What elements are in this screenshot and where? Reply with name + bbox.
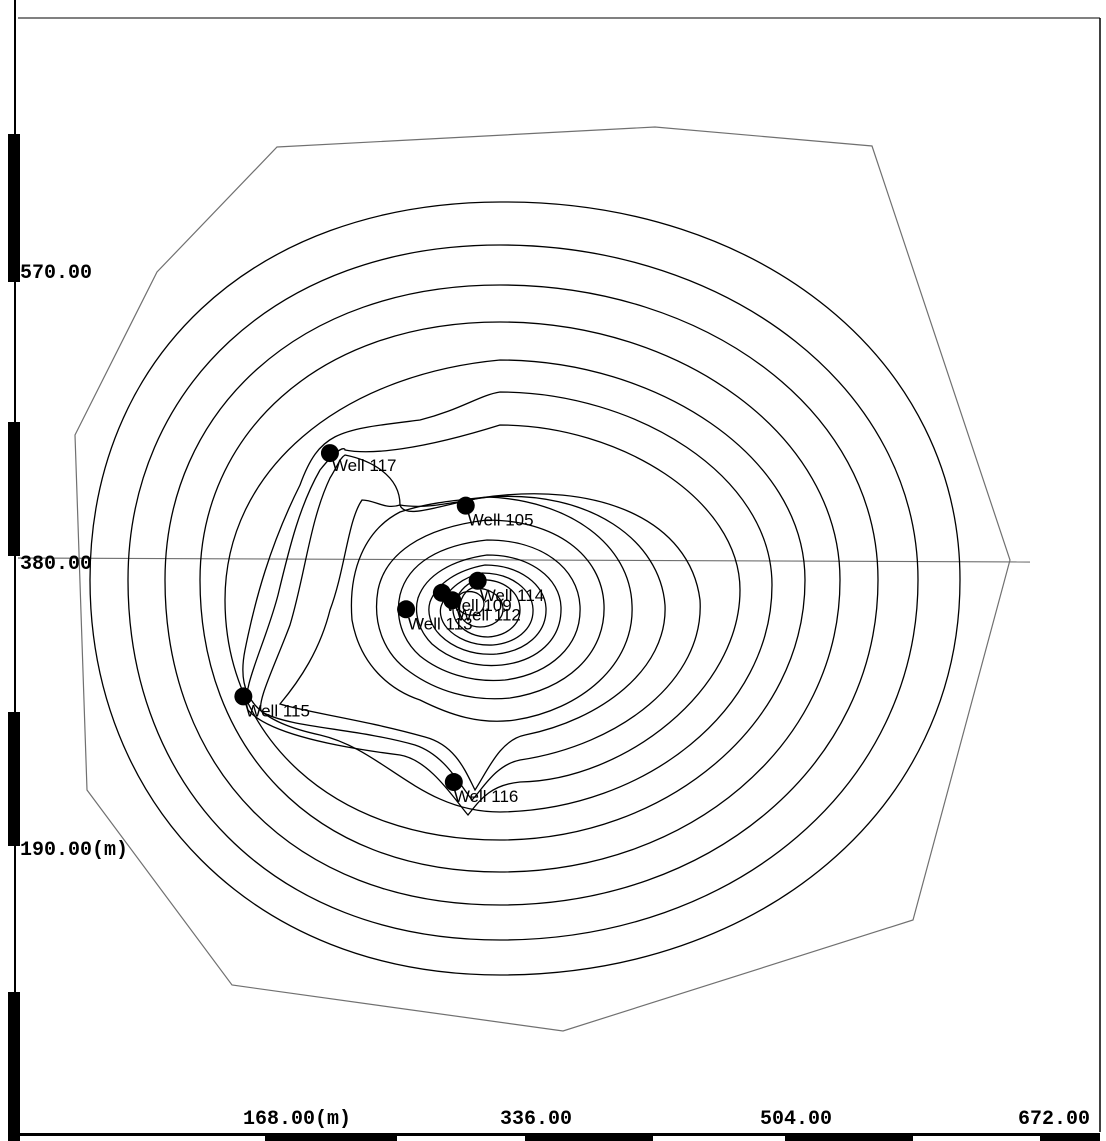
well-well-112[interactable]: Well 112 — [443, 591, 521, 624]
reference-line — [17, 557, 1031, 563]
y-tick-label-190: 190.00(m) — [20, 839, 128, 862]
well-label: Well 114 — [480, 586, 545, 605]
x-axis: 168.00(m) 336.00 504.00 672.00 — [243, 1108, 1090, 1131]
well-label: Well 113 — [408, 614, 473, 633]
bottom-scale-bar — [18, 1133, 1100, 1141]
y-axis: 570.00 380.00 190.00(m) — [20, 262, 128, 862]
contour-line — [164, 284, 879, 906]
well-well-109[interactable]: Well 109 — [432, 583, 512, 615]
well-marker[interactable] — [234, 687, 253, 706]
well-marker[interactable] — [397, 600, 416, 619]
x-tick-label-336: 336.00 — [500, 1108, 572, 1131]
well-label: Well 105 — [468, 511, 534, 530]
contour-line — [127, 244, 919, 941]
well-marker[interactable] — [444, 773, 463, 792]
left-scale-bar — [8, 134, 20, 1141]
y-tick-label-570: 570.00 — [20, 262, 92, 285]
contour-line — [375, 519, 605, 700]
x-tick-label-672: 672.00 — [1018, 1108, 1090, 1131]
well-well-115[interactable]: Well 115 — [234, 687, 310, 720]
y-tick-label-380: 380.00 — [20, 553, 92, 576]
well-well-116[interactable]: Well 116 — [444, 773, 519, 806]
well-marker[interactable] — [456, 496, 475, 515]
well-well-105[interactable]: Well 105 — [456, 496, 534, 530]
well-marker[interactable] — [320, 444, 339, 463]
well-well-113[interactable]: Well 113 — [397, 600, 473, 633]
contour-line — [224, 359, 806, 841]
x-tick-label-168: 168.00(m) — [243, 1108, 351, 1131]
x-tick-label-504: 504.00 — [760, 1108, 832, 1131]
contour-line — [199, 321, 841, 873]
contour-line — [428, 564, 547, 655]
well-label: Well 109 — [446, 596, 512, 615]
well-label: Well 117 — [332, 456, 397, 475]
contour-line — [415, 554, 562, 667]
contour-line — [439, 572, 534, 646]
well-well-117[interactable]: Well 117 — [320, 444, 397, 475]
well-well-114[interactable]: Well 114 — [468, 571, 545, 605]
contour-line — [260, 454, 701, 801]
contour-line — [278, 495, 666, 792]
well-marker[interactable] — [443, 591, 462, 610]
contour-line — [242, 391, 773, 813]
contour-line — [397, 539, 581, 682]
well-marker[interactable] — [468, 571, 487, 590]
contour-line — [89, 201, 961, 976]
well-label: Well 116 — [454, 787, 519, 806]
well-label: Well 112 — [456, 605, 521, 624]
contour-line — [350, 496, 633, 722]
boundary-polygon — [74, 126, 1011, 1032]
well-label: Well 115 — [245, 701, 310, 720]
contour-line — [458, 587, 504, 628]
contour-lines — [89, 201, 961, 976]
